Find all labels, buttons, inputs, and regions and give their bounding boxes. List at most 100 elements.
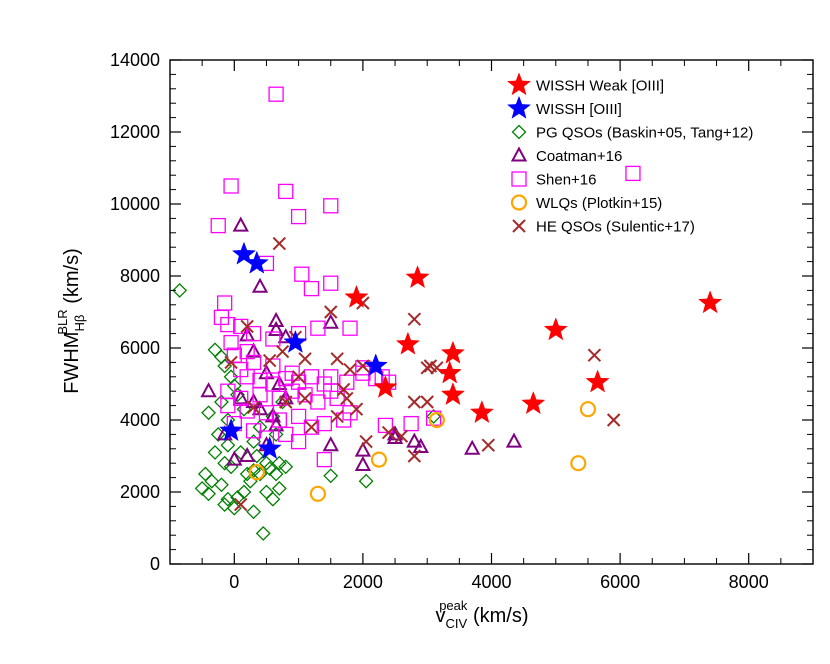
series-star-0 xyxy=(344,265,723,424)
data-point-square xyxy=(290,408,307,425)
data-point-square xyxy=(303,419,320,435)
data-point-triangle xyxy=(505,432,523,448)
data-point-star xyxy=(218,418,244,442)
data-point-triangle xyxy=(238,446,256,462)
data-point-diamond xyxy=(217,497,233,513)
data-point-x xyxy=(481,438,495,452)
y-tick-label: 12000 xyxy=(110,122,160,142)
x-tick-label: 4000 xyxy=(471,572,511,592)
legend-label: WLQs (Plotkin+15) xyxy=(536,195,662,212)
axis-ticks: 0 2000 4000 6000 8000 0 2000 4000 6000 8000 10000 1… xyxy=(110,50,814,592)
data-point-square xyxy=(217,295,233,311)
data-point-x xyxy=(407,395,422,409)
data-point-diamond xyxy=(201,486,216,502)
data-point-diamond xyxy=(271,455,287,471)
data-point-star xyxy=(257,436,282,460)
data-point-star xyxy=(469,400,494,424)
y-axis-label: FWHMHβBLR (km/s) xyxy=(55,248,87,393)
data-point-square xyxy=(303,369,320,385)
data-point-diamond xyxy=(426,408,442,424)
data-point-square xyxy=(220,397,236,414)
data-point-x xyxy=(349,402,364,416)
data-point-diamond xyxy=(268,466,284,482)
data-point-square xyxy=(310,320,326,336)
y-tick-label: 14000 xyxy=(110,50,160,70)
data-point-square xyxy=(323,198,339,214)
data-point-x xyxy=(340,391,354,406)
legend-label: HE QSOs (Sulentic+17) xyxy=(536,219,695,236)
data-point-diamond xyxy=(259,455,274,471)
data-point-square xyxy=(403,415,419,432)
data-point-x xyxy=(240,319,254,334)
data-point-diamond xyxy=(239,466,255,482)
data-point-square xyxy=(335,412,352,428)
data-point-square xyxy=(223,178,239,194)
data-point-square xyxy=(284,383,300,399)
data-point-x xyxy=(234,497,248,512)
series-circle-5 xyxy=(248,401,597,502)
data-point-triangle xyxy=(226,450,243,466)
data-point-square xyxy=(355,365,371,381)
data-point-square xyxy=(210,217,226,234)
data-point-square xyxy=(377,417,394,434)
data-point-x xyxy=(298,391,312,406)
data-point-square xyxy=(316,451,332,468)
data-point-square xyxy=(290,433,307,450)
data-point-diamond xyxy=(204,473,220,489)
data-point-triangle xyxy=(464,439,481,455)
data-point-x xyxy=(407,449,422,463)
y-axis-label-sup: BLR xyxy=(55,309,70,334)
data-point-triangle xyxy=(232,216,249,232)
data-point-diamond xyxy=(278,459,294,475)
legend-item: Shen+16 xyxy=(511,171,596,189)
data-point-diamond xyxy=(197,466,213,482)
data-point-x xyxy=(394,429,409,443)
x-tick-label: 8000 xyxy=(729,572,769,592)
data-point-circle xyxy=(370,451,388,468)
data-point-star xyxy=(543,317,568,341)
y-tick-label: 8000 xyxy=(120,266,160,286)
legend-item: WISSH Weak [OIII] xyxy=(506,72,664,96)
data-point-diamond xyxy=(249,448,265,464)
data-point-square xyxy=(310,394,326,410)
data-point-star xyxy=(440,382,466,406)
data-point-star xyxy=(244,250,269,274)
data-point-triangle xyxy=(322,313,339,329)
data-point-square xyxy=(252,372,268,389)
y-axis-label-unit: (km/s) xyxy=(61,248,83,309)
data-point-triangle xyxy=(200,382,217,398)
legend-item: PG QSOs (Baskin+05, Tang+12) xyxy=(511,125,753,142)
legend-marker-star xyxy=(506,95,532,119)
data-point-triangle xyxy=(267,320,285,336)
data-point-x xyxy=(298,352,312,366)
data-point-square xyxy=(323,383,339,399)
data-point-x xyxy=(272,236,287,251)
data-point-star xyxy=(395,331,420,355)
data-point-circle xyxy=(248,464,265,481)
data-point-x xyxy=(330,409,344,424)
data-point-x xyxy=(279,395,293,409)
data-point-square xyxy=(265,331,281,347)
data-point-star xyxy=(231,241,257,265)
data-point-x xyxy=(324,305,338,319)
legend-marker-square xyxy=(511,171,527,187)
series-star-1 xyxy=(218,241,388,460)
data-point-x xyxy=(606,413,621,427)
data-point-square xyxy=(278,183,294,200)
data-point-diamond xyxy=(259,484,274,500)
legend-marker-x xyxy=(512,219,526,233)
data-point-x xyxy=(336,382,351,397)
x-axis-label: vCIV peak (km/s) xyxy=(436,598,529,631)
y-tick-label: 6000 xyxy=(120,338,160,358)
data-point-x xyxy=(330,352,344,366)
legend-item: WLQs (Plotkin+15) xyxy=(510,194,662,212)
legend-marker-star xyxy=(506,72,532,96)
y-tick-label: 0 xyxy=(150,554,160,574)
data-point-square xyxy=(245,325,262,342)
data-point-x xyxy=(381,425,396,440)
data-point-x xyxy=(420,395,434,409)
data-point-diamond xyxy=(246,504,262,520)
series-square-4 xyxy=(210,86,641,468)
data-point-x xyxy=(343,362,357,377)
data-point-square xyxy=(252,387,268,403)
